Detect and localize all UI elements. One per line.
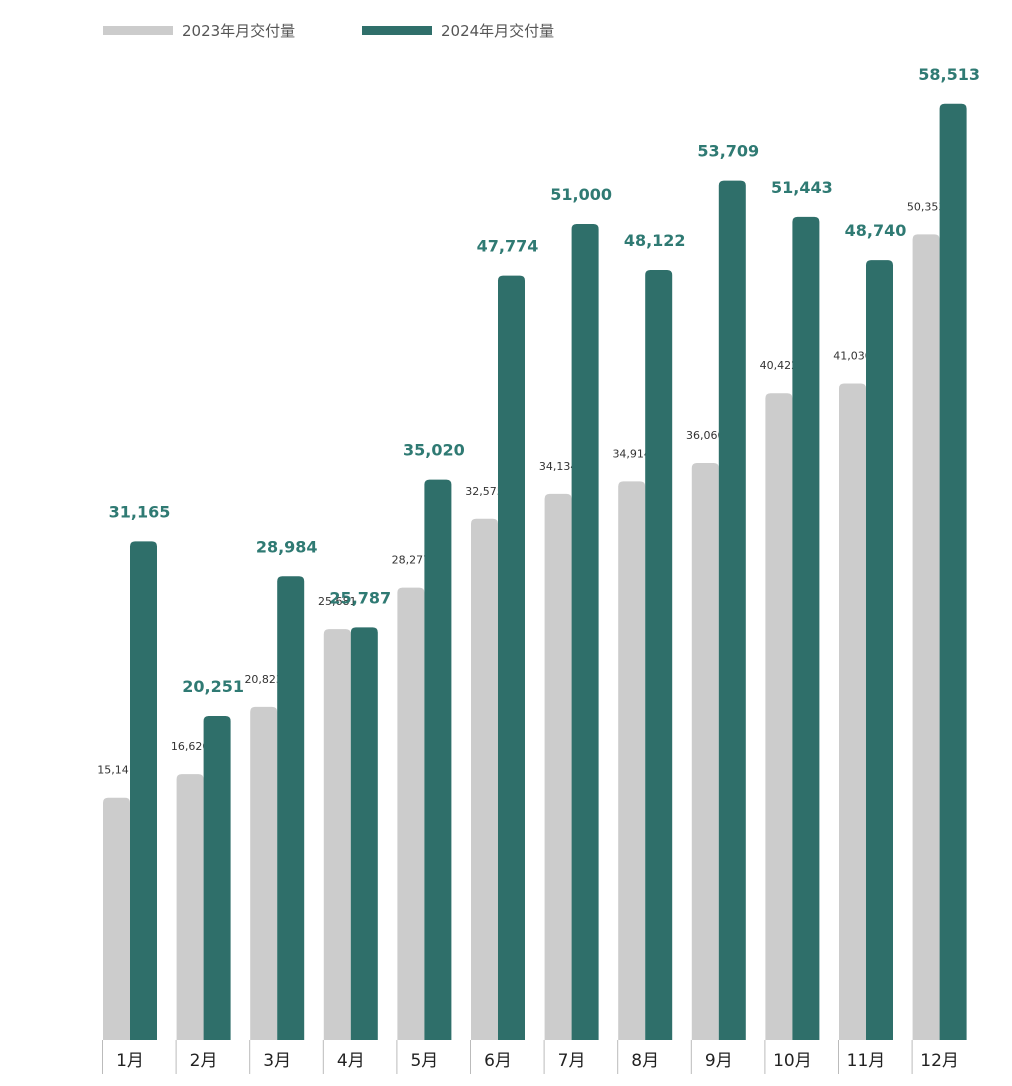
x-tick-label-3: 3月 [263, 1051, 291, 1071]
bar-2024-4 [350, 627, 378, 1040]
data-label-2023-6: 32,575 [465, 485, 504, 498]
data-label-2024-9: 53,709 [697, 142, 759, 161]
data-label-2024-6: 47,774 [477, 237, 539, 256]
bar-2023-11 [839, 383, 866, 1040]
bar-2024-12 [939, 103, 967, 1041]
data-label-2023-7: 34,134 [539, 460, 578, 473]
data-label-2024-4: 25,787 [329, 588, 391, 607]
data-label-2023-11: 41,030 [833, 350, 872, 363]
bar-2023-5 [397, 587, 425, 1040]
data-label-2023-5: 28,277 [392, 554, 431, 567]
data-label-2023-12: 50,353 [907, 200, 946, 213]
bar-2024-1 [130, 541, 157, 1040]
legend-label-2024: 2024年月交付量 [441, 22, 554, 40]
x-tick-label-6: 6月 [484, 1051, 512, 1071]
x-tick-label-10: 10月 [773, 1051, 812, 1071]
bar-2023-7 [544, 493, 572, 1041]
bar-2023-12 [912, 234, 940, 1041]
bar-2024-2 [203, 715, 231, 1040]
x-tick-label-11: 11月 [847, 1051, 886, 1071]
bar-2023-3 [250, 706, 278, 1040]
data-label-2024-11: 48,740 [845, 221, 907, 240]
bar-2023-8 [618, 481, 646, 1041]
legend-swatch-2023 [103, 26, 173, 35]
x-tick-label-8: 8月 [631, 1051, 659, 1071]
bar-2023-6 [471, 518, 498, 1040]
bar-2024-5 [424, 479, 452, 1040]
data-label-2023-1: 15,141 [97, 764, 136, 777]
x-tick-label-4: 4月 [337, 1051, 365, 1071]
data-label-2024-10: 51,443 [771, 178, 833, 197]
x-tick-label-12: 12月 [920, 1051, 959, 1071]
bar-2024-10 [792, 216, 820, 1041]
legend-label-2023: 2023年月交付量 [182, 22, 295, 40]
bar-2023-10 [765, 393, 793, 1040]
data-label-2023-8: 34,914 [612, 447, 651, 460]
bar-2023-1 [103, 797, 130, 1040]
data-label-2023-9: 36,060 [686, 429, 725, 442]
data-label-2024-5: 35,020 [403, 441, 465, 460]
legend: 2023年月交付量 2024年月交付量 [103, 22, 554, 40]
data-label-2023-10: 40,422 [760, 359, 799, 372]
data-label-2023-3: 20,823 [244, 673, 283, 686]
data-label-2024-12: 58,513 [918, 65, 980, 84]
x-tick-label-1: 1月 [116, 1051, 144, 1071]
bar-2024-11 [866, 260, 893, 1040]
bar-2024-7 [571, 224, 599, 1040]
bar-2023-2 [176, 774, 204, 1040]
bar-2024-3 [277, 576, 305, 1040]
legend-swatch-2024 [362, 26, 432, 35]
x-tick-label-9: 9月 [705, 1051, 733, 1071]
x-tick-label-5: 5月 [410, 1051, 438, 1071]
plot-area: 15,141 31,165 1月 16,620 20,251 2月 20,823 28,984… [97, 65, 980, 1074]
data-label-2024-8: 48,122 [624, 231, 686, 250]
data-label-2024-3: 28,984 [256, 537, 318, 556]
bar-2024-9 [718, 180, 746, 1040]
data-label-2024-7: 51,000 [550, 185, 612, 204]
data-label-2024-2: 20,251 [182, 677, 244, 696]
data-label-2023-4: 25,681 [318, 595, 357, 608]
x-tick-label-2: 2月 [190, 1051, 218, 1071]
bar-2023-9 [691, 463, 719, 1040]
data-label-2023-2: 16,620 [171, 740, 210, 753]
bar-2024-6 [498, 275, 525, 1041]
bar-2023-4 [323, 629, 351, 1040]
data-label-2024-1: 31,165 [109, 502, 171, 521]
bar-2024-8 [645, 270, 673, 1041]
x-tick-label-7: 7月 [558, 1051, 586, 1071]
